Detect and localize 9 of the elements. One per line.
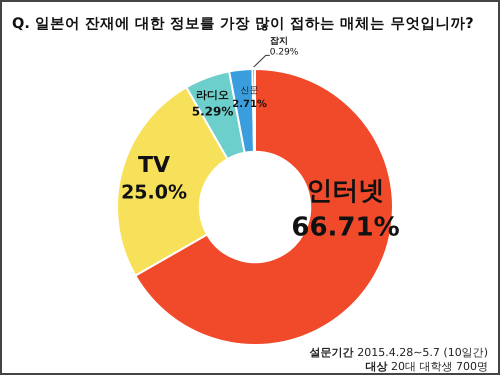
slice-label: TV [138,153,170,178]
chart-title: Q. 일본어 잔재에 대한 정보를 가장 많이 접하는 매체는 무엇입니까? [12,16,474,32]
text: 대상 20대 대학생 700명 [366,360,488,373]
data-label: 0.29% [270,47,299,58]
text: 설문기간 2015.4.28~5.7 (10일간) [308,346,488,359]
slice-label: 라디오 [196,88,230,102]
slice-label: 인터넷 [306,176,385,206]
data-label: 25.0% [121,182,187,204]
slice-label: 잡지 [270,36,288,46]
